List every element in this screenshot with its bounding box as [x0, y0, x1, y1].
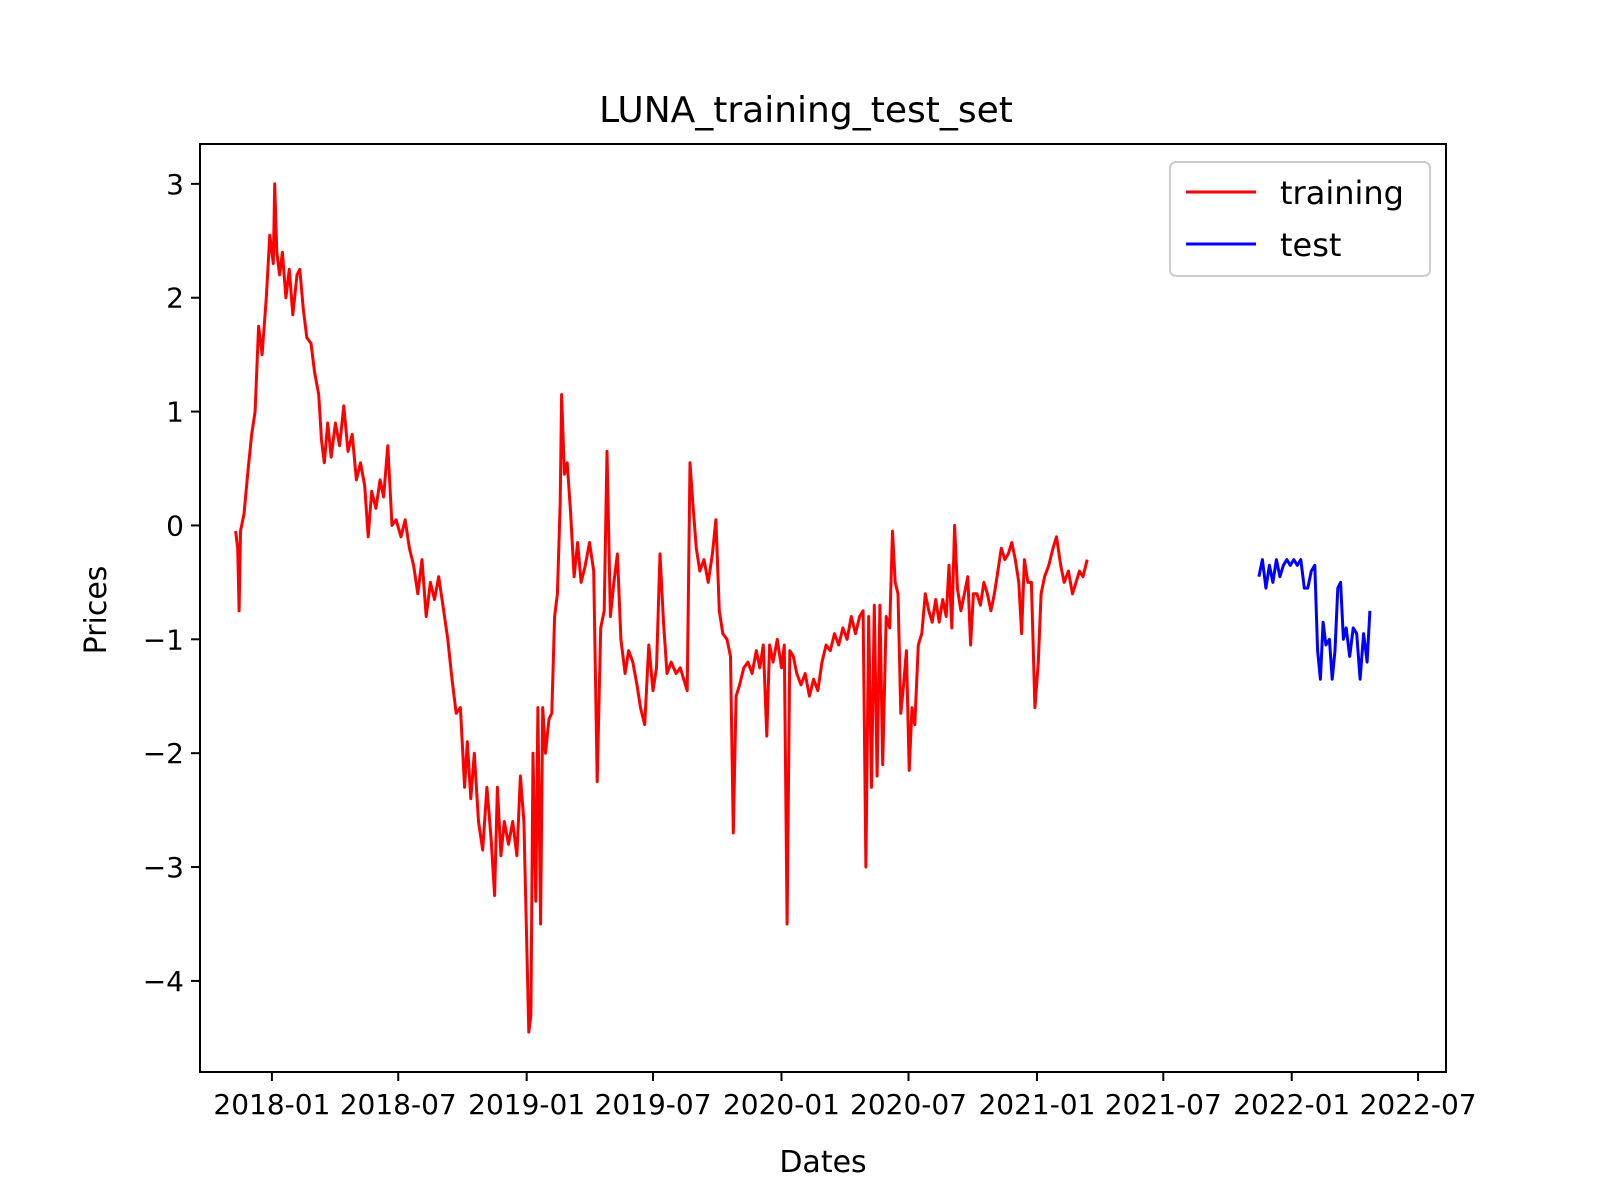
x-tick-label: 2018-01 [213, 1088, 330, 1121]
y-tick-label: −2 [143, 737, 184, 770]
x-axis-label: Dates [779, 1145, 866, 1180]
y-tick-label: −4 [143, 965, 184, 998]
x-tick-label: 2021-07 [1105, 1088, 1222, 1121]
chart-title: LUNA_training_test_set [599, 90, 1013, 131]
x-tick-label: 2022-07 [1360, 1088, 1477, 1121]
legend-label-training: training [1280, 174, 1404, 212]
x-tick-label: 2019-07 [595, 1088, 712, 1121]
x-tick-label: 2022-01 [1233, 1088, 1350, 1121]
x-axis: 2018-01 2018-07 2019-01 2019-07 2020-01 2020-… [213, 1072, 1477, 1121]
legend: training test [1169, 161, 1431, 277]
y-tick-label: 0 [166, 509, 184, 542]
y-tick-label: 2 [166, 282, 184, 315]
y-axis: −4 −3 −2 −1 0 1 2 3 [143, 168, 200, 998]
x-tick-label: 2020-01 [723, 1088, 840, 1121]
x-tick-label: 2021-01 [978, 1088, 1095, 1121]
y-tick-label: 3 [166, 168, 184, 201]
y-tick-label: 1 [166, 396, 184, 429]
y-axis-label: Prices [79, 566, 114, 655]
series-line-training [234, 182, 1089, 1034]
y-tick-label: −3 [143, 851, 184, 884]
x-tick-label: 2018-07 [340, 1088, 457, 1121]
plot-frame [199, 143, 1447, 1073]
series-line-test [1257, 558, 1372, 681]
legend-label-test: test [1280, 226, 1341, 264]
x-tick-label: 2019-01 [468, 1088, 585, 1121]
series-layer [234, 182, 1372, 1034]
x-tick-label: 2020-07 [850, 1088, 967, 1121]
y-tick-label: −1 [143, 623, 184, 656]
